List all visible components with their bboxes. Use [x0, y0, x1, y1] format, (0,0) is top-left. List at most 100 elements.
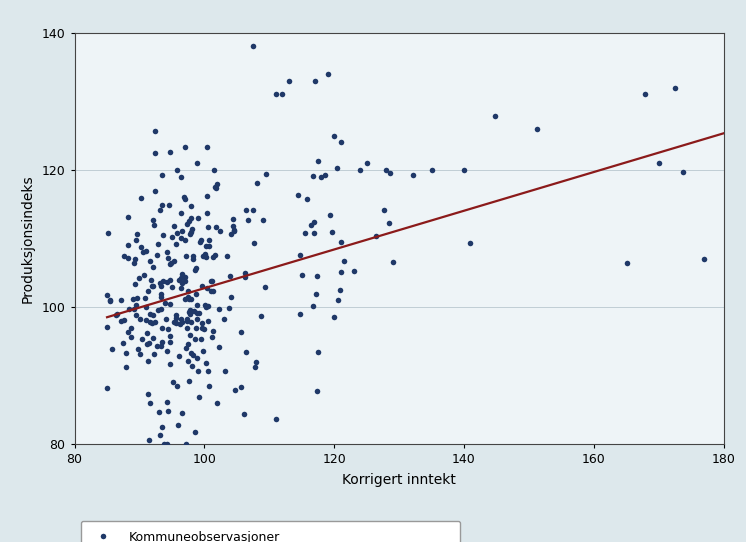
Point: [325, 211, 336, 220]
Point: [118, 315, 130, 324]
Point: [698, 255, 710, 263]
Point: [181, 440, 192, 449]
Point: [145, 319, 157, 327]
Point: [307, 229, 319, 237]
Point: [182, 357, 194, 365]
Point: [184, 330, 196, 339]
Point: [189, 266, 201, 275]
Point: [354, 165, 366, 174]
Point: [177, 318, 189, 327]
Point: [225, 293, 236, 301]
Point: [292, 191, 304, 200]
Point: [335, 268, 347, 276]
Point: [204, 235, 216, 244]
Point: [327, 313, 339, 321]
Point: [106, 344, 118, 353]
Point: [239, 268, 251, 277]
Point: [102, 229, 114, 237]
Point: [370, 232, 382, 241]
Point: [147, 311, 159, 320]
Point: [191, 159, 203, 167]
Point: [149, 127, 161, 136]
Point: [201, 283, 213, 292]
Point: [310, 387, 322, 396]
Point: [249, 363, 261, 372]
Point: [179, 273, 191, 282]
Point: [175, 274, 187, 282]
Point: [173, 352, 185, 360]
Point: [115, 317, 127, 325]
Point: [104, 297, 116, 306]
Point: [211, 180, 223, 189]
Point: [247, 42, 259, 50]
Point: [218, 315, 230, 324]
Point: [156, 170, 168, 179]
Point: [207, 287, 219, 295]
Point: [247, 205, 259, 214]
Point: [119, 251, 131, 260]
Point: [166, 283, 178, 292]
Point: [301, 195, 313, 203]
Point: [191, 354, 203, 363]
Point: [181, 220, 192, 229]
Point: [185, 349, 197, 358]
Point: [213, 343, 225, 351]
Point: [140, 247, 152, 256]
Point: [122, 241, 134, 250]
Point: [137, 335, 148, 344]
Point: [338, 257, 350, 266]
Point: [210, 183, 222, 192]
Point: [130, 301, 142, 309]
Point: [143, 436, 155, 444]
Point: [179, 294, 191, 303]
Point: [159, 299, 171, 307]
Point: [172, 229, 184, 237]
Point: [149, 186, 161, 195]
Point: [156, 201, 168, 209]
Point: [104, 296, 116, 305]
Point: [178, 192, 190, 201]
Point: [202, 317, 214, 325]
Point: [135, 193, 147, 202]
Point: [185, 295, 197, 304]
Point: [176, 278, 188, 287]
Point: [125, 324, 137, 332]
Point: [202, 302, 214, 311]
Point: [322, 69, 333, 78]
Point: [184, 306, 196, 314]
Point: [187, 251, 199, 260]
Point: [165, 359, 177, 368]
Point: [180, 343, 192, 352]
Point: [186, 225, 198, 234]
Point: [120, 363, 132, 371]
Point: [195, 335, 207, 344]
Point: [175, 315, 186, 324]
Point: [255, 312, 267, 320]
Point: [181, 324, 192, 332]
Point: [228, 215, 239, 223]
Point: [489, 112, 501, 120]
Point: [149, 318, 161, 326]
Point: [208, 166, 220, 175]
Point: [128, 305, 140, 314]
Point: [206, 276, 218, 285]
Point: [175, 173, 186, 182]
Point: [175, 233, 186, 242]
Point: [251, 179, 263, 188]
Point: [183, 308, 195, 317]
Point: [132, 345, 144, 354]
Point: [225, 271, 236, 280]
Point: [160, 248, 172, 256]
Point: [130, 236, 142, 244]
Point: [199, 249, 211, 258]
Point: [101, 291, 113, 299]
Point: [190, 324, 202, 332]
Point: [161, 398, 173, 406]
Point: [156, 324, 168, 332]
Point: [155, 292, 167, 301]
Point: [192, 214, 204, 223]
Point: [201, 191, 213, 200]
Point: [202, 366, 214, 375]
Point: [144, 257, 156, 266]
Point: [176, 269, 188, 278]
